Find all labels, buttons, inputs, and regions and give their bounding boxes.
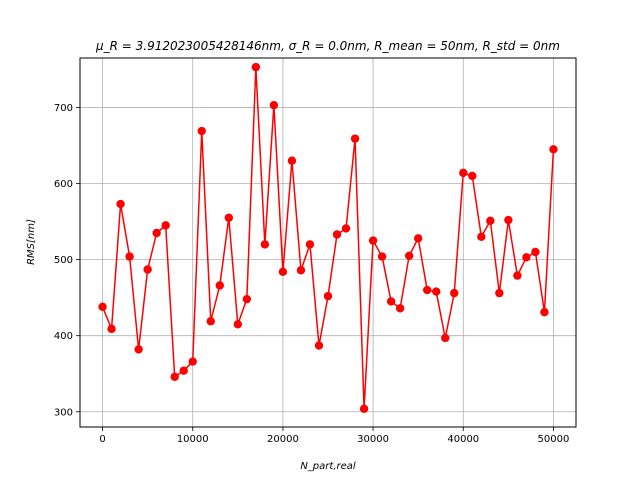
data-point [540, 307, 549, 317]
data-point [116, 199, 125, 209]
data-point [296, 266, 306, 275]
data-point [161, 221, 170, 230]
x-tick-label: 40000 [447, 434, 479, 445]
x-tick-label: 0 [99, 434, 105, 445]
data-point [341, 224, 351, 233]
data-point [477, 232, 486, 241]
data-point [531, 247, 540, 257]
data-point [188, 357, 197, 366]
data-point [404, 251, 414, 261]
y-tick-label: 300 [54, 407, 73, 418]
data-point [179, 366, 188, 375]
grid [80, 58, 576, 427]
data-point [251, 62, 261, 72]
x-tick-label: 20000 [267, 434, 299, 445]
data-point [395, 304, 405, 313]
x-tick-label: 10000 [177, 434, 209, 445]
data-point [125, 252, 134, 261]
data-point [305, 240, 315, 249]
data-point [143, 265, 152, 274]
data-point [332, 230, 342, 239]
data-point [513, 271, 522, 280]
data-point [134, 345, 143, 354]
y-tick-label: 600 [54, 179, 73, 190]
data-point [450, 288, 459, 298]
y-axis-label: RMS[nm] [26, 219, 37, 265]
data-point [495, 288, 504, 298]
data-point [233, 320, 243, 329]
data-point [314, 341, 324, 350]
data-point [368, 236, 378, 245]
data-point [242, 294, 252, 304]
data-point [287, 156, 297, 165]
data-point [432, 287, 441, 296]
data-point [522, 253, 531, 262]
data-point [459, 168, 468, 178]
data-point [386, 297, 396, 306]
data-point [224, 213, 233, 222]
x-tick-label: 30000 [357, 434, 389, 445]
chart-title: μ_R = 3.912023005428146nm, σ_R = 0.0nm, … [95, 39, 560, 53]
x-tick-label: 50000 [538, 434, 570, 445]
data-point [441, 333, 450, 343]
data-point [98, 302, 107, 311]
data-point [486, 216, 495, 226]
data-point [107, 324, 116, 334]
data-point [413, 234, 423, 243]
data-point [197, 126, 206, 136]
data-point [269, 100, 279, 110]
y-tick-label: 400 [54, 331, 73, 342]
data-point [359, 404, 369, 413]
data-point [215, 281, 224, 290]
data-point [423, 285, 432, 295]
data-point [260, 240, 270, 249]
data-series [98, 62, 558, 413]
data-point [170, 372, 179, 381]
data-point [278, 267, 288, 276]
data-point [468, 171, 477, 181]
x-axis-label: N_part,real [300, 461, 356, 472]
data-point [350, 134, 360, 143]
y-tick-label: 700 [54, 103, 73, 114]
data-point [206, 317, 215, 326]
data-point [504, 215, 513, 225]
data-point [323, 291, 333, 301]
plot-area-frame [79, 57, 577, 428]
data-point [377, 252, 387, 261]
axis-ticks: 0 10000 20000 30000 40000 50000 300 400 500 600 70… [54, 103, 569, 445]
y-tick-label: 500 [54, 255, 73, 266]
data-point [549, 145, 558, 154]
data-point [152, 228, 161, 238]
